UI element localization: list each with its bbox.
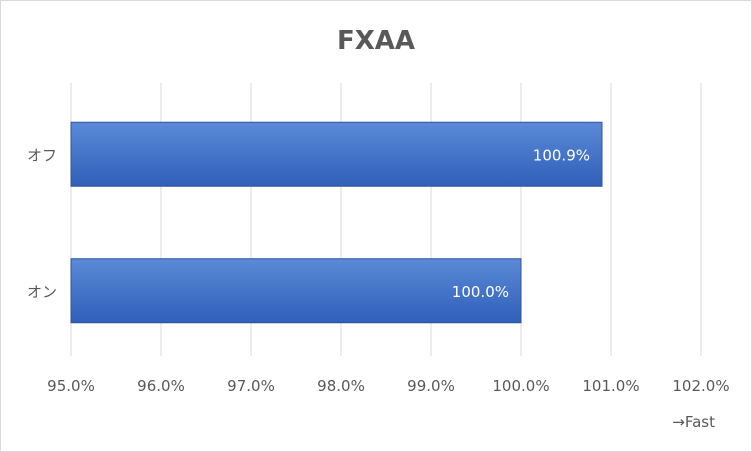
category-label: オフ — [27, 146, 57, 164]
x-tick-label: 100.0% — [492, 377, 549, 395]
x-tick-label: 95.0% — [47, 377, 95, 395]
x-tick-label: 99.0% — [407, 377, 455, 395]
category-label: オン — [27, 283, 57, 301]
x-axis-ticks: 95.0% 96.0% 97.0% 98.0% 99.0% 100.0% 101.0% 102… — [47, 377, 729, 395]
bars: 100.9% 100.0% — [70, 121, 603, 324]
x-tick-label: 97.0% — [227, 377, 275, 395]
x-tick-label: 101.0% — [582, 377, 639, 395]
bar-data-label: 100.9% — [533, 146, 590, 164]
x-tick-label: 98.0% — [317, 377, 365, 395]
bar — [70, 121, 603, 187]
bar — [70, 258, 522, 324]
x-tick-label: 102.0% — [672, 377, 729, 395]
direction-note: →Fast — [672, 413, 715, 431]
bar-data-label: 100.0% — [452, 283, 509, 301]
x-tick-label: 96.0% — [137, 377, 185, 395]
chart-title: FXAA — [337, 26, 415, 56]
